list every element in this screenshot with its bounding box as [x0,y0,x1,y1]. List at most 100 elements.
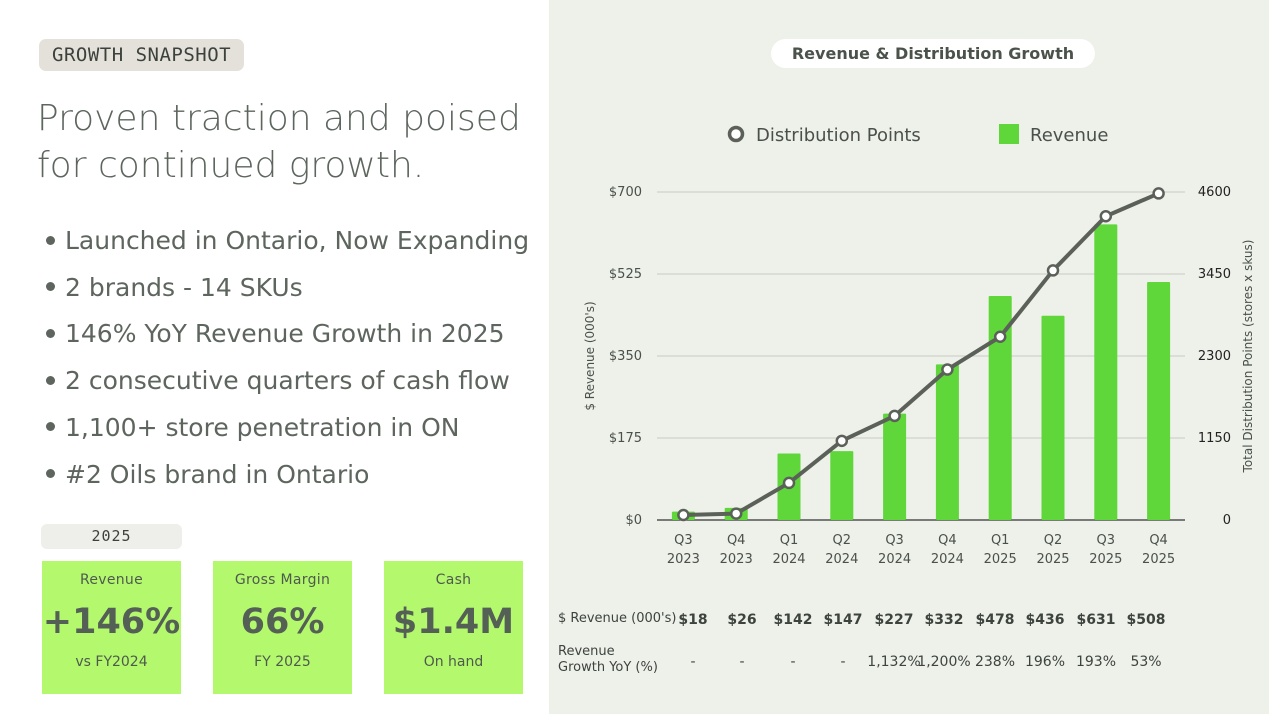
distribution-point [888,409,901,423]
bullet-list: Launched in Ontario, Now Expanding 2 bra… [46,218,529,498]
x-tick-quarter: Q4 [727,533,746,548]
table-cell-growth: - [790,654,796,670]
x-tick-year: 2025 [1142,552,1175,567]
distribution-point [941,363,954,376]
kpi-value: 66% [240,602,325,642]
x-tick-quarter: Q3 [674,533,693,548]
section-tag: GROWTH SNAPSHOT [39,39,245,71]
bullet-dot [46,282,55,292]
table-cell-revenue: $147 [823,612,863,628]
table-row-label-growth-1: Revenue [558,644,615,659]
revenue-bar [830,451,854,520]
table-cell-growth: 238% [974,654,1016,670]
y-right-axis-title: Total Distribution Points (stores x skus… [1241,240,1255,474]
bullet-item: 146% YoY Revenue Growth in 2025 [46,311,529,358]
bullet-dot [46,422,55,432]
table-row-label-revenue: $ Revenue (000's) [558,611,677,626]
y-left-tick-label: $350 [609,349,642,364]
distribution-point [1152,187,1165,200]
table-cell-revenue: $26 [727,612,757,628]
y-left-tick-label: $700 [609,185,642,200]
table-cell-revenue: $478 [975,612,1015,628]
revenue-bar [883,413,907,520]
table-cell-growth: - [690,654,696,670]
kpi-card-revenue: Revenue +146% vs FY2024 [42,561,181,694]
y-right-tick-label: 3450 [1198,267,1231,282]
revenue-bar [1094,224,1118,520]
legend-line-marker [727,125,745,143]
x-tick-quarter: Q1 [991,533,1010,548]
bullet-text: 2 consecutive quarters of cash flow [65,366,510,396]
bullet-item: 2 brands - 14 SKUs [46,265,529,312]
x-tick-quarter: Q2 [1044,533,1063,548]
year-label: 2025 [41,524,182,549]
y-left-tick-label: $175 [609,431,642,446]
bullet-dot [46,235,55,245]
table-row-label-growth-2: Growth YoY (%) [558,660,658,675]
distribution-line [683,191,1160,518]
bullet-item: 1,100+ store penetration in ON [46,405,529,452]
kpi-title: Cash [435,572,472,588]
table-cell-growth: 196% [1024,654,1066,670]
headline: Proven traction and poised for continued… [37,98,521,186]
x-tick-year: 2023 [667,552,700,567]
bullet-text: 1,100+ store penetration in ON [65,412,460,442]
x-tick-year: 2024 [878,552,911,567]
y-right-tick-label: 0 [1223,513,1231,528]
kpi-value: $1.4M [392,602,515,642]
revenue-bar [988,296,1012,520]
table-cell-growth: 193% [1075,654,1117,670]
y-left-tick-label: $0 [625,513,642,528]
kpi-subtitle: vs FY2024 [75,654,148,670]
x-tick-year: 2025 [1036,552,1069,567]
table-cell-revenue: $631 [1076,612,1116,628]
x-tick-year: 2024 [772,552,805,567]
distribution-point [729,507,743,520]
table-cell-revenue: $142 [773,612,813,628]
table-cell-growth: 1,200% [917,654,971,670]
kpi-subtitle: On hand [423,654,484,670]
legend-label-revenue: Revenue [1030,125,1108,146]
bullet-dot [46,328,55,338]
bullet-dot [46,469,55,479]
distribution-point [1099,209,1113,223]
table-cell-growth: - [739,654,745,670]
revenue-bar [1041,315,1065,520]
distribution-point [993,330,1007,343]
bullet-text: #2 Oils brand in Ontario [65,459,370,489]
revenue-distribution-chart: $0 $175 $350 $525 $700 0 1150 2300 3450 4600 $ Rev… [583,124,1255,567]
table-cell-revenue: $508 [1126,612,1166,628]
bullet-text: Launched in Ontario, Now Expanding [65,226,530,255]
kpi-card-cash: Cash $1.4M On hand [384,561,523,694]
bullet-item: 2 consecutive quarters of cash flow [46,358,529,405]
y-left-axis-title: $ Revenue (000's) [583,301,597,410]
table-cell-revenue: $436 [1025,612,1065,628]
kpi-title: Gross Margin [234,572,331,588]
revenue-bar [935,364,959,520]
kpi-subtitle: FY 2025 [254,654,311,670]
x-tick-quarter: Q4 [1149,533,1168,548]
x-tick-year: 2023 [720,552,753,567]
x-tick-year: 2024 [931,552,964,567]
bullet-item: Launched in Ontario, Now Expanding [46,218,529,265]
revenue-bar [1147,281,1171,520]
x-tick-quarter: Q2 [833,533,852,548]
kpi-card-gross-margin: Gross Margin 66% FY 2025 [213,561,352,694]
x-tick-quarter: Q3 [1097,533,1116,548]
table-cell-growth: 53% [1130,654,1162,670]
y-right-tick-label: 1150 [1198,431,1231,446]
left-panel: GROWTH SNAPSHOT Proven traction and pois… [0,0,549,714]
table-cell-revenue: $18 [678,612,708,628]
distribution-point [1046,264,1060,277]
x-tick-year: 2025 [1089,552,1122,567]
y-right-tick-label: 2300 [1198,349,1231,364]
x-tick-quarter: Q1 [780,533,799,548]
kpi-value: +146% [42,602,181,642]
chart-title: Revenue & Distribution Growth [771,39,1095,68]
distribution-point [782,476,796,490]
x-tick-year: 2024 [825,552,858,567]
legend-label-distribution: Distribution Points [756,125,921,146]
distribution-point [835,434,849,448]
bullet-text: 2 brands - 14 SKUs [65,272,303,302]
table-cell-revenue: $227 [874,612,914,628]
